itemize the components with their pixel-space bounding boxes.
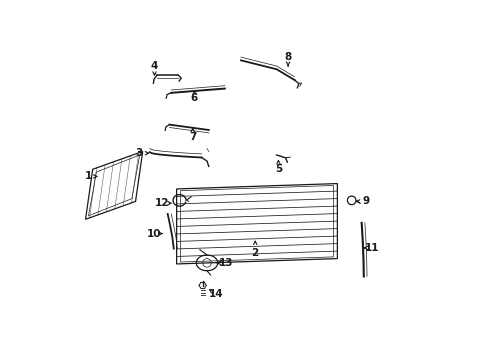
Text: 13: 13 bbox=[218, 258, 232, 268]
Text: 5: 5 bbox=[274, 164, 282, 174]
Text: 7: 7 bbox=[189, 132, 196, 142]
Text: 3: 3 bbox=[135, 148, 142, 158]
Text: 2: 2 bbox=[251, 248, 258, 258]
Text: 4: 4 bbox=[150, 61, 158, 71]
Text: 6: 6 bbox=[190, 93, 198, 103]
Text: 14: 14 bbox=[208, 289, 223, 299]
Text: 10: 10 bbox=[147, 229, 162, 239]
Text: 8: 8 bbox=[284, 52, 291, 62]
Text: 12: 12 bbox=[154, 198, 168, 208]
Text: 11: 11 bbox=[365, 243, 379, 253]
Text: 9: 9 bbox=[362, 197, 369, 206]
Text: 1: 1 bbox=[84, 171, 91, 181]
